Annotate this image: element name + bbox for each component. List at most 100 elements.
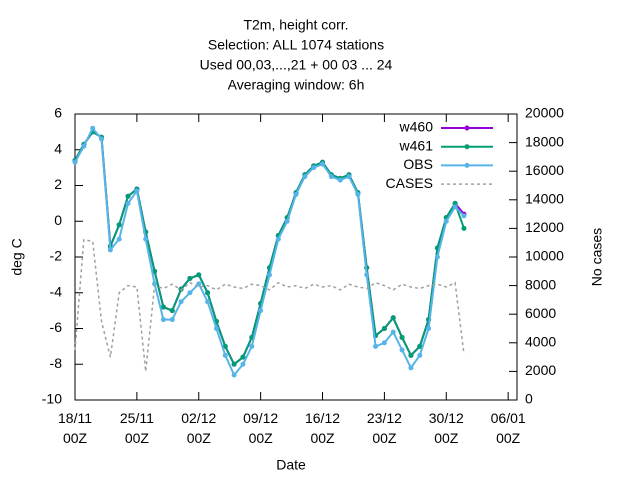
y-tick-label: -2 [50,248,63,264]
point [293,191,299,197]
point [196,272,202,278]
x-tick-label: 02/12 00Z [181,410,216,446]
point [249,343,255,349]
point [266,272,272,278]
y2-tick-label: 16000 [525,162,564,178]
point [434,254,440,260]
point [275,236,281,242]
point [373,343,379,349]
point [125,193,131,199]
point [178,299,184,305]
title-line: Used 00,03,...,21 + 00 03 ... 24 [200,57,393,73]
point [355,191,361,197]
title-line: T2m, height corr. [243,17,348,33]
x-tick-label: 18/11 00Z [58,410,92,446]
point [240,354,246,360]
y-tick-label: -6 [50,319,63,335]
point [426,326,432,331]
y2-tick-label: 8000 [525,276,556,292]
y2-tick-label: 2000 [525,362,556,378]
y2-tick-label: 10000 [525,248,564,264]
point [81,143,87,149]
x-tick-label: 06/01 00Z [491,410,526,446]
point [443,218,449,224]
point [258,308,264,314]
point [116,236,122,242]
point [417,352,423,358]
legend-label: w460 [399,119,434,135]
point [205,290,211,296]
point [222,352,228,358]
point [72,159,78,165]
point [408,365,414,371]
point [99,136,105,142]
point [143,236,149,242]
point [196,281,202,287]
x-tick-label: 25/11 00Z [120,410,154,446]
y-tick-label: -8 [50,355,63,371]
point [408,352,414,358]
point [452,204,458,210]
title-line: Selection: ALL 1074 stations [208,37,384,53]
point [240,361,246,367]
y-tick-label: 2 [54,176,62,192]
point [399,347,405,353]
point [381,326,387,331]
point [125,200,131,206]
point [160,317,166,323]
point [152,281,158,287]
y2-tick-label: 4000 [525,334,556,350]
point [417,343,423,349]
y-tick-label: 6 [54,105,62,121]
y-tick-label: -10 [42,391,62,407]
point [187,275,193,281]
point [134,188,140,194]
point [284,218,290,224]
y-axis-label: deg C [9,238,25,275]
y2-tick-label: 12000 [525,219,564,235]
x-axis-label: Date [276,457,306,473]
point [399,334,405,340]
x-tick-label: 16/12 00Z [305,410,340,446]
point [452,200,458,206]
series-line [74,238,465,372]
y-tick-label: 0 [54,212,62,228]
legend-marker [464,125,470,131]
point [364,272,370,278]
y2-tick-label: 0 [525,391,533,407]
y2-tick-label: 18000 [525,133,564,149]
y-tick-label: -4 [50,283,63,299]
point [320,161,326,167]
x-tick-label: 09/12 00Z [243,410,278,446]
point [116,222,122,228]
point [390,315,396,321]
point [390,329,396,335]
point [90,125,96,131]
point [222,343,228,349]
point [337,177,343,183]
point [231,372,237,378]
y2-axis-label: No cases [589,228,605,286]
point [205,299,211,305]
point [381,340,387,346]
y2-tick-label: 20000 [525,105,564,121]
point [328,174,334,180]
legend-marker [464,144,470,150]
point [213,326,219,331]
point [461,225,467,231]
y2-tick-label: 14000 [525,191,564,207]
y-tick-label: 4 [54,140,62,156]
legend-label: OBS [403,156,433,172]
point [461,213,467,219]
title-line: Averaging window: 6h [228,77,365,93]
point [187,290,193,296]
point [169,317,175,323]
y2-tick-label: 6000 [525,305,556,321]
x-tick-label: 23/12 00Z [367,410,402,446]
legend-marker [464,162,470,168]
legend-label: w461 [399,137,434,153]
point [169,308,175,314]
point [231,361,237,367]
point [346,174,352,180]
